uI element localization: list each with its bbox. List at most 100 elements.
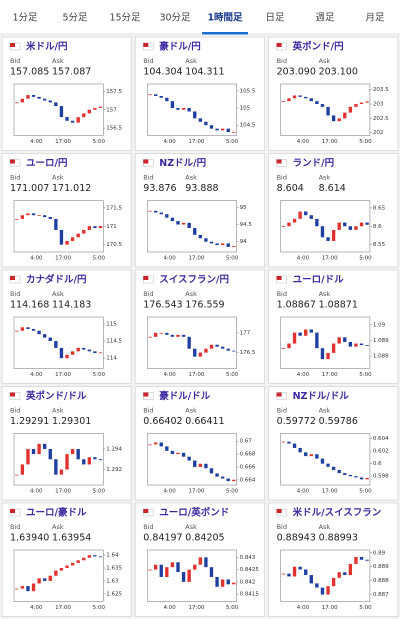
- candle: [37, 578, 41, 584]
- flag-mark: [10, 509, 15, 513]
- candle: [220, 243, 225, 246]
- candle: [281, 226, 286, 228]
- bid-value: 1.08867: [277, 300, 316, 311]
- ask-value: 114.183: [52, 300, 91, 311]
- candle: [48, 448, 52, 460]
- ask-value: 157.087: [52, 67, 91, 78]
- candle: [76, 448, 80, 460]
- candle: [354, 556, 358, 564]
- pair-title: 米ドル/円: [25, 41, 67, 53]
- candle: [82, 113, 86, 118]
- candle: [343, 337, 347, 342]
- y-tick-label: 1.09: [373, 322, 386, 328]
- candle: [43, 215, 47, 218]
- candle: [193, 460, 197, 467]
- candle: [148, 210, 152, 212]
- candle: [170, 217, 175, 222]
- candle: [309, 98, 313, 102]
- tab[interactable]: 週足: [315, 12, 335, 24]
- candle: [170, 450, 175, 455]
- candle: [309, 575, 313, 584]
- tab[interactable]: 15分足: [109, 13, 141, 24]
- candle: [220, 579, 225, 587]
- candle: [98, 556, 103, 558]
- flag-mark: [276, 509, 282, 513]
- candle: [159, 212, 163, 215]
- y-tick-label: 156.5: [106, 126, 122, 132]
- candle: [54, 102, 58, 107]
- tab[interactable]: 月足: [365, 13, 385, 24]
- pair-title: ユーロ/豪ドル: [26, 507, 87, 519]
- y-tick-label: 0.887: [373, 592, 389, 598]
- y-tick-label: 105: [240, 106, 251, 112]
- pair-title: NZドル/ドル: [293, 391, 350, 402]
- candle: [153, 442, 158, 445]
- y-tick-label: 115: [106, 321, 117, 327]
- x-tick-label: 4:00: [30, 372, 43, 378]
- y-tick-label: 0.666: [240, 464, 256, 470]
- x-tick-label: 5:00: [226, 372, 239, 378]
- y-tick-label: 0.668: [240, 452, 256, 458]
- candle: [165, 567, 169, 577]
- y-tick-label: 105.5: [240, 88, 256, 94]
- candle: [43, 98, 47, 101]
- candle: [26, 327, 30, 330]
- candle: [65, 240, 69, 245]
- x-tick-label: 5:00: [226, 139, 239, 145]
- candle: [170, 101, 175, 109]
- flag-mark: [276, 43, 282, 47]
- y-tick-label: 8.6: [373, 224, 382, 230]
- candle: [15, 102, 19, 104]
- candle: [298, 332, 302, 336]
- y-tick-label: 1.64: [106, 553, 119, 559]
- candle: [31, 213, 36, 216]
- candle: [320, 226, 325, 238]
- x-tick-label: 17:00: [55, 605, 71, 611]
- candle: [181, 572, 186, 582]
- bid-value: 203.090: [277, 67, 316, 78]
- candle: [365, 222, 369, 225]
- pair-title: 豪ドル/円: [159, 41, 200, 53]
- y-tick-label: 0.89: [373, 550, 386, 556]
- candle: [159, 332, 163, 334]
- candle: [348, 474, 353, 477]
- x-tick-label: 17:00: [55, 256, 71, 262]
- pair-title: 米ドル/スイスフラン: [292, 507, 382, 519]
- flag-mark: [276, 159, 282, 164]
- ask-value: 171.012: [52, 183, 91, 194]
- bid-label: Bid: [277, 407, 287, 415]
- candle: [326, 106, 330, 116]
- candle: [204, 121, 208, 126]
- tab[interactable]: 1分足: [12, 13, 38, 24]
- x-tick-label: 5:00: [93, 372, 106, 378]
- flag-mark: [143, 276, 149, 280]
- candle: [331, 229, 336, 241]
- ask-label: Ask: [319, 407, 331, 415]
- candle: [204, 348, 208, 353]
- candle: [215, 576, 219, 587]
- candle: [331, 343, 336, 353]
- candle: [220, 476, 225, 479]
- tab[interactable]: 1時間足: [207, 12, 243, 24]
- ask-value: 1.29301: [52, 416, 91, 427]
- y-tick-label: 202: [373, 130, 384, 136]
- ask-label: Ask: [319, 57, 331, 65]
- flag-mark: [10, 392, 15, 397]
- y-tick-label: 170.5: [106, 242, 122, 248]
- ask-value: 0.59786: [319, 416, 358, 427]
- tab[interactable]: 5分足: [62, 13, 88, 24]
- candle: [159, 564, 163, 577]
- x-tick-label: 17:00: [322, 256, 338, 262]
- candle: [176, 334, 180, 337]
- tab[interactable]: 30分足: [159, 13, 191, 24]
- candle: [292, 95, 297, 99]
- ask-value: 0.66411: [185, 416, 224, 427]
- candle: [43, 334, 47, 338]
- candle: [298, 447, 302, 453]
- y-tick-label: 0.842: [240, 579, 256, 585]
- x-tick-label: 17:00: [55, 139, 71, 145]
- candle: [365, 345, 369, 346]
- bid-value: 1.63940: [10, 533, 49, 544]
- tab[interactable]: 日足: [265, 13, 285, 24]
